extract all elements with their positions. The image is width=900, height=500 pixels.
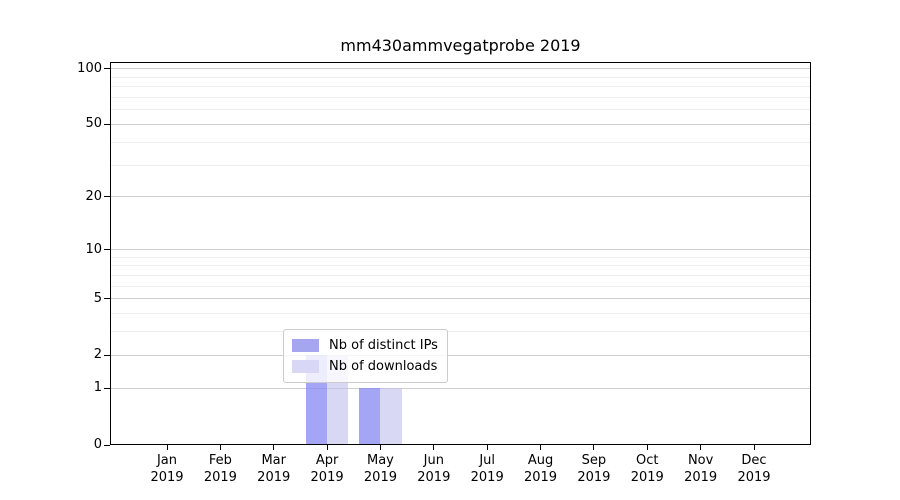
y-tick-mark [104, 196, 110, 198]
major-gridline [111, 387, 810, 389]
minor-gridline [111, 265, 810, 267]
y-tick-mark [104, 298, 110, 300]
x-tick-year: 2019 [523, 470, 558, 485]
y-tick-label: 100 [77, 60, 102, 76]
major-gridline [111, 298, 810, 300]
y-tick-mark [104, 387, 110, 389]
y-tick-label: 10 [85, 241, 102, 257]
y-tick-mark [104, 354, 110, 356]
x-tick-month: Jul [479, 453, 496, 468]
x-tick-month: Jun [423, 453, 444, 468]
x-tick-mark [219, 445, 221, 450]
x-tick-mark [700, 445, 702, 450]
x-tick-year: 2019 [363, 470, 397, 485]
x-tick-year: 2019 [257, 470, 291, 485]
major-gridline [111, 123, 810, 125]
x-tick-mark [326, 445, 328, 450]
minor-gridline [111, 109, 810, 111]
x-tick-mark [593, 445, 595, 450]
y-tick-mark [104, 444, 110, 446]
minor-gridline [111, 285, 810, 287]
x-tick-year: 2019 [630, 470, 664, 485]
x-tick-label: Jul 2019 [455, 452, 519, 486]
x-tick-month: Jan [156, 453, 178, 468]
minor-gridline [111, 313, 810, 315]
x-tick-label: Jan 2019 [135, 452, 199, 486]
x-tick-year: 2019 [577, 470, 611, 485]
x-tick-month: Oct [636, 453, 659, 468]
y-tick-label: 2 [93, 347, 102, 363]
legend-label: Nb of distinct IPs [329, 338, 438, 353]
legend-swatch-icon [292, 360, 319, 373]
x-tick-year: 2019 [470, 470, 504, 485]
y-tick-mark [104, 68, 110, 70]
x-tick-label: Nov 2019 [669, 452, 733, 486]
major-gridline [111, 196, 810, 198]
legend: Nb of distinct IPs Nb of downloads [283, 329, 448, 383]
y-tick-label: 20 [85, 188, 102, 204]
x-tick-mark [646, 445, 648, 450]
y-tick-mark [104, 249, 110, 250]
minor-gridline [111, 331, 810, 333]
x-tick-label: Jun 2019 [402, 452, 466, 486]
x-tick-label: Aug 2019 [509, 452, 573, 486]
x-tick-mark [166, 445, 168, 450]
minor-gridline [111, 274, 810, 276]
x-tick-month: May [367, 453, 394, 468]
legend-entry: Nb of downloads [292, 356, 438, 377]
y-tick-label: 5 [93, 290, 102, 306]
minor-gridline [111, 256, 810, 258]
x-tick-label: May 2019 [348, 452, 412, 486]
x-tick-year: 2019 [310, 470, 344, 485]
x-tick-month: Aug [527, 453, 554, 468]
y-tick-label: 0 [93, 437, 102, 452]
major-gridline [111, 68, 810, 70]
minor-gridline [111, 96, 810, 98]
y-tick-label: 50 [85, 116, 102, 132]
minor-gridline [111, 141, 810, 143]
x-tick-label: Oct 2019 [615, 452, 679, 486]
x-tick-mark [753, 445, 755, 450]
x-tick-label: Mar 2019 [242, 452, 306, 486]
minor-gridline [111, 86, 810, 88]
chart-title: mm430ammvegatprobe 2019 [340, 36, 581, 55]
minor-gridline [111, 164, 810, 166]
y-tick-label: 1 [93, 380, 102, 396]
legend-swatch-icon [292, 339, 319, 352]
x-tick-label: Feb 2019 [188, 452, 252, 486]
x-tick-year: 2019 [737, 470, 771, 485]
plot-area: 0 1 2 5 10 20 50 100 Jan 2019 Feb 2019 Mar 2019 Apr 201… [77, 61, 811, 485]
x-tick-mark [273, 445, 275, 450]
x-tick-mark [433, 445, 435, 450]
x-tick-year: 2019 [203, 470, 237, 485]
legend-label: Nb of downloads [329, 359, 438, 374]
y-tick-mark [104, 123, 110, 125]
x-tick-mark [379, 445, 381, 450]
x-tick-year: 2019 [684, 470, 718, 485]
x-tick-year: 2019 [150, 470, 184, 485]
x-tick-label: Apr 2019 [295, 452, 359, 486]
major-gridline [111, 354, 810, 356]
minor-gridline [111, 76, 810, 78]
x-tick-label: Sep 2019 [562, 452, 626, 486]
x-tick-month: Dec [741, 453, 767, 468]
x-tick-month: Mar [261, 453, 286, 468]
x-tick-mark [486, 445, 488, 450]
x-tick-month: Apr [315, 453, 339, 468]
x-tick-month: Feb [208, 453, 232, 468]
major-gridline [111, 249, 810, 250]
x-tick-mark [540, 445, 542, 450]
x-tick-month: Nov [687, 453, 714, 468]
x-tick-month: Sep [581, 453, 607, 468]
bar-distinct-ips [359, 388, 381, 444]
x-tick-year: 2019 [417, 470, 451, 485]
x-tick-label: Dec 2019 [722, 452, 786, 486]
bar-downloads [380, 388, 402, 444]
legend-entry: Nb of distinct IPs [292, 335, 438, 356]
